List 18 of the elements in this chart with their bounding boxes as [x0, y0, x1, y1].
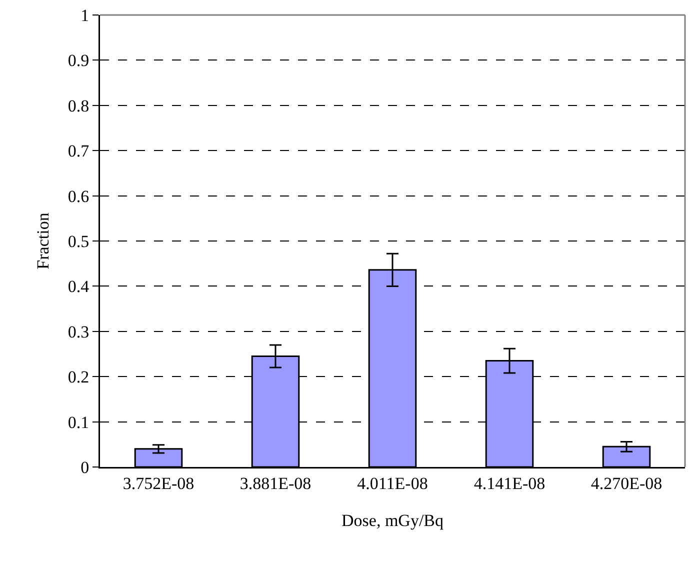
y-tick-label: 0.1 — [68, 412, 90, 432]
y-axis-title: Fraction — [34, 212, 53, 270]
y-tick-label: 0.6 — [68, 186, 90, 206]
x-tick-label: 3.752E-08 — [122, 474, 194, 493]
x-tick-label: 4.270E-08 — [590, 474, 662, 493]
x-tick-label: 4.011E-08 — [357, 474, 428, 493]
y-tick-label: 1 — [80, 6, 90, 25]
y-tick-label: 0.7 — [68, 142, 90, 161]
y-tick-label: 0.5 — [68, 232, 90, 251]
y-tick-label: 0.8 — [68, 96, 90, 116]
y-tick-label: 0 — [80, 458, 90, 477]
y-tick-label: 0.4 — [68, 277, 90, 296]
x-tick-label: 4.141E-08 — [474, 474, 546, 493]
x-axis-title: Dose, mGy/Bq — [342, 511, 444, 530]
y-tick-label: 0.2 — [68, 368, 90, 387]
y-tick-label: 0.9 — [68, 51, 90, 70]
x-tick-label: 3.881E-08 — [240, 474, 312, 493]
y-tick-label: 0.3 — [68, 322, 90, 342]
